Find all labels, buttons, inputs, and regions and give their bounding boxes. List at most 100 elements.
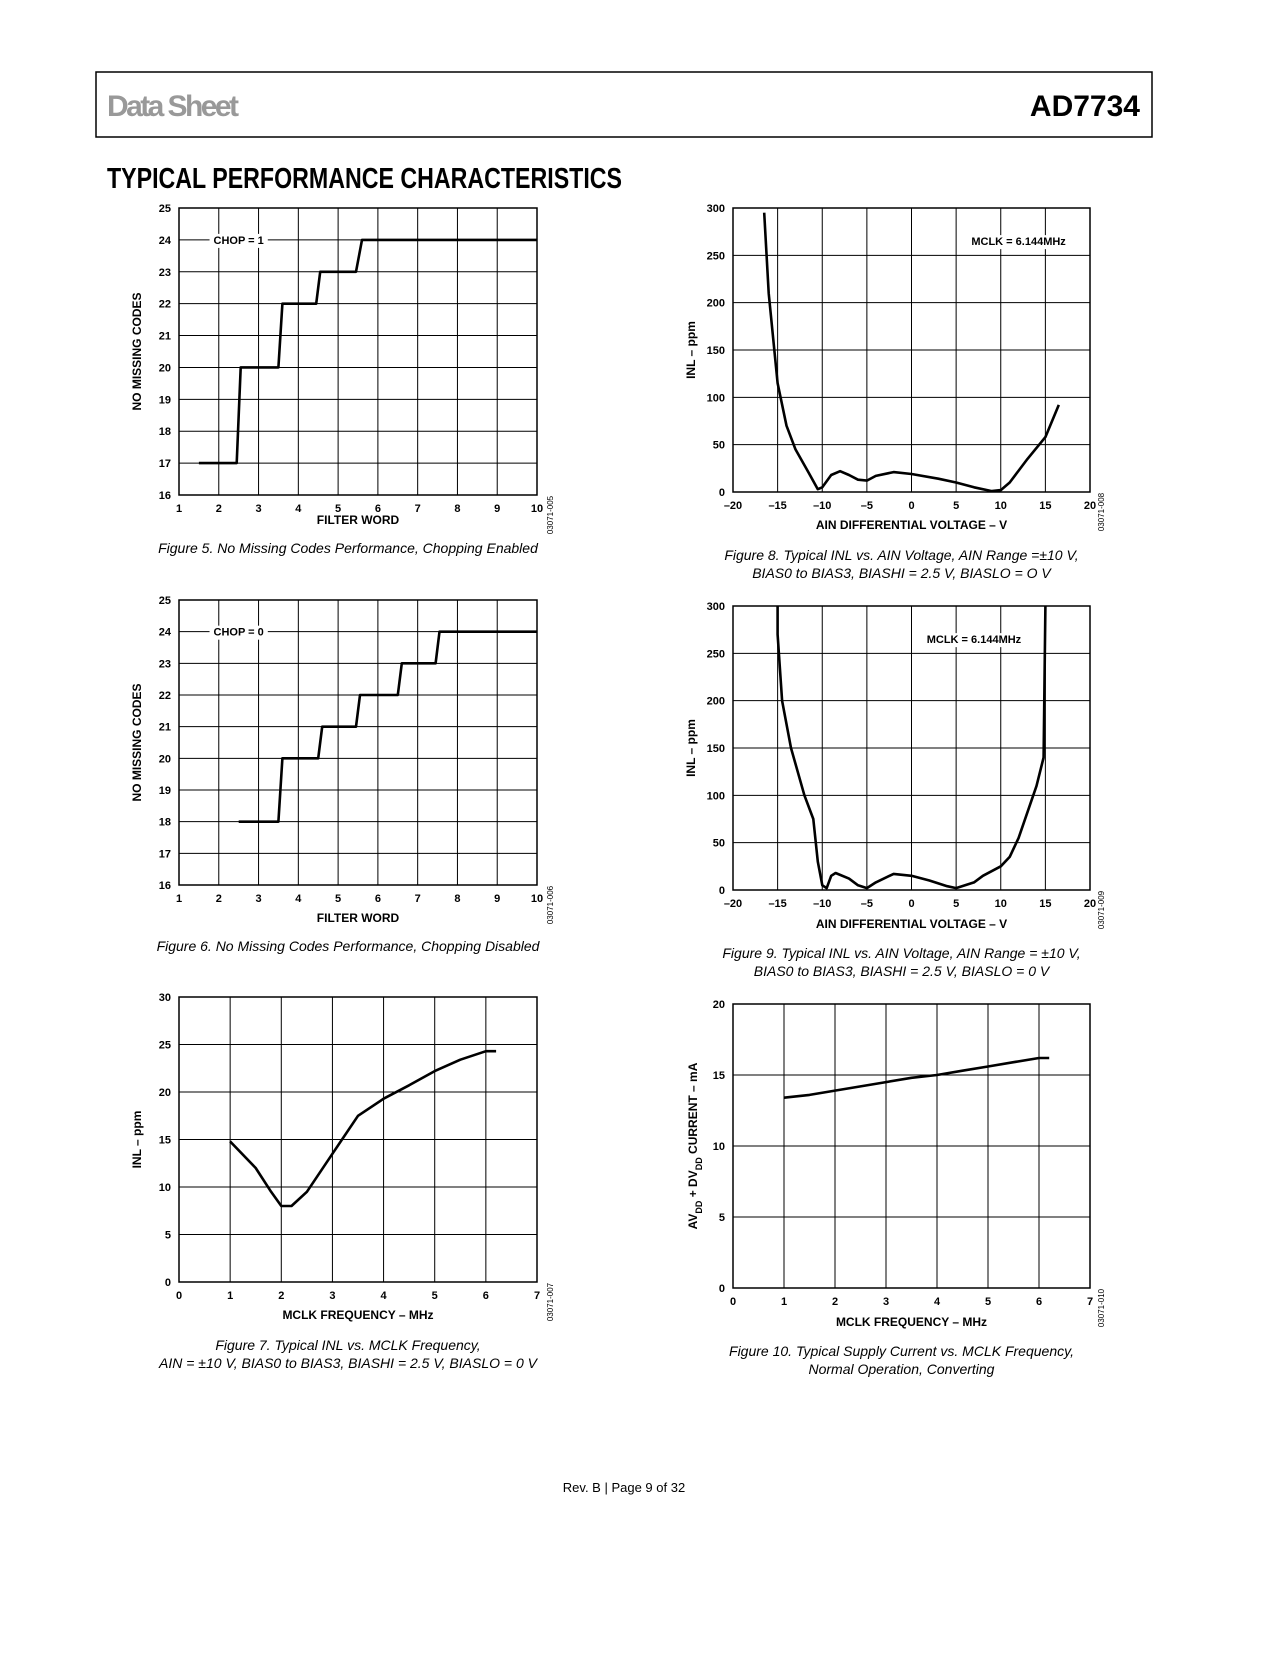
y-tick-label: 100: [707, 392, 725, 404]
x-tick-label: 7: [1087, 1296, 1093, 1308]
x-tick-label: 5: [953, 898, 959, 910]
x-tick-label: 15: [1039, 500, 1051, 512]
y-axis-label: AVDD + DVDD CURRENT – mA: [686, 1062, 704, 1229]
y-tick-label: 20: [159, 753, 171, 765]
x-tick-label: 6: [1036, 1296, 1042, 1308]
header-right: AD7734: [1030, 90, 1140, 123]
y-tick-label: 23: [159, 267, 171, 279]
x-tick-label: 5: [953, 500, 959, 512]
figure-caption: BIAS0 to BIAS3, BIASHI = 2.5 V, BIASLO =…: [754, 963, 1051, 979]
plot-frame: [732, 1003, 1091, 1289]
y-tick-label: 17: [159, 458, 171, 470]
x-tick-label: 15: [1039, 898, 1051, 910]
y-tick-label: 0: [719, 1283, 725, 1295]
y-tick-label: 19: [159, 394, 171, 406]
data-line: [783, 1056, 1050, 1099]
figure-caption: Figure 6. No Missing Codes Performance, …: [157, 938, 541, 954]
figure-caption: BIAS0 to BIAS3, BIASHI = 2.5 V, BIASLO =…: [752, 565, 1052, 581]
x-tick-label: 3: [255, 503, 261, 515]
y-tick-label: 200: [707, 696, 725, 708]
y-tick-label: 30: [159, 992, 171, 1004]
y-tick-label: 16: [159, 880, 171, 892]
y-axis-label: INL – ppm: [130, 1111, 144, 1169]
x-tick-label: 9: [494, 893, 500, 905]
y-axis-label-part: DD: [694, 1200, 704, 1213]
x-tick-label: 1: [227, 1290, 233, 1302]
x-tick-label: 10: [531, 893, 543, 905]
figure-id: 03071-009: [1097, 890, 1106, 929]
data-line: [238, 630, 537, 823]
y-axis-label: INL – ppm: [684, 719, 698, 777]
y-tick-label: 100: [707, 790, 725, 802]
y-tick-label: 10: [713, 1141, 725, 1153]
y-tick-label: 5: [719, 1212, 725, 1224]
y-axis-label: NO MISSING CODES: [130, 292, 144, 410]
x-tick-label: –10: [813, 500, 831, 512]
y-tick-label: 15: [159, 1135, 171, 1147]
y-tick-label: 18: [159, 426, 171, 438]
x-tick-label: 10: [531, 503, 543, 515]
y-tick-label: 300: [707, 601, 725, 613]
x-tick-label: 0: [730, 1296, 736, 1308]
y-axis-label-part: INL – ppm: [684, 719, 698, 777]
figure-id: 03071-006: [546, 885, 555, 924]
y-tick-label: 0: [719, 885, 725, 897]
annotation-bg: [209, 233, 268, 248]
y-tick-label: 25: [159, 203, 171, 215]
x-tick-label: 3: [329, 1290, 335, 1302]
x-tick-label: 5: [432, 1290, 438, 1302]
x-tick-label: –15: [768, 500, 786, 512]
y-tick-label: 50: [713, 838, 725, 850]
y-tick-label: 24: [159, 235, 172, 247]
annotation-bg: [209, 625, 268, 640]
x-tick-label: 20: [1084, 898, 1096, 910]
annotation: MCLK = 6.144MHz: [927, 634, 1022, 646]
x-tick-label: 7: [534, 1290, 540, 1302]
y-tick-label: 18: [159, 817, 171, 829]
x-axis-label: FILTER WORD: [317, 513, 400, 527]
x-tick-label: 8: [454, 893, 460, 905]
x-tick-label: 6: [375, 503, 381, 515]
figure-id: 03071-005: [546, 495, 555, 534]
figure-caption: AIN = ±10 V, BIAS0 to BIAS3, BIASHI = 2.…: [158, 1355, 539, 1371]
y-tick-label: 50: [713, 440, 725, 452]
x-tick-label: –20: [724, 898, 742, 910]
figure-caption: Figure 9. Typical INL vs. AIN Voltage, A…: [722, 945, 1080, 961]
x-tick-label: 6: [483, 1290, 489, 1302]
x-tick-label: 4: [295, 893, 302, 905]
y-tick-label: 22: [159, 690, 171, 702]
y-tick-label: 17: [159, 848, 171, 860]
x-tick-label: –15: [768, 898, 786, 910]
x-tick-label: 9: [494, 503, 500, 515]
x-axis-label: AIN DIFFERENTIAL VOLTAGE – V: [816, 917, 1007, 931]
x-tick-label: –5: [861, 898, 873, 910]
header-left: Data Sheet: [107, 90, 239, 123]
x-tick-label: 0: [908, 500, 914, 512]
y-axis-label-part: INL – ppm: [684, 321, 698, 379]
x-tick-label: 0: [908, 898, 914, 910]
y-tick-label: 25: [159, 595, 171, 607]
x-tick-label: 2: [216, 893, 222, 905]
y-tick-label: 24: [159, 627, 172, 639]
data-line: [229, 1049, 497, 1208]
y-axis-label: INL – ppm: [684, 321, 698, 379]
x-axis-label: MCLK FREQUENCY – MHz: [282, 1308, 433, 1322]
y-axis-label: NO MISSING CODES: [130, 683, 144, 801]
x-tick-label: 5: [335, 503, 341, 515]
x-tick-label: 2: [832, 1296, 838, 1308]
figure-caption: Figure 10. Typical Supply Current vs. MC…: [729, 1343, 1074, 1359]
figure-caption: Figure 5. No Missing Codes Performance, …: [158, 540, 539, 556]
footer: Rev. B | Page 9 of 32: [563, 1480, 685, 1495]
x-tick-label: –20: [724, 500, 742, 512]
y-tick-label: 20: [159, 362, 171, 374]
x-tick-label: 3: [883, 1296, 889, 1308]
y-tick-label: 20: [159, 1087, 171, 1099]
x-tick-label: 7: [415, 893, 421, 905]
x-tick-label: 20: [1084, 500, 1096, 512]
y-tick-label: 250: [707, 250, 725, 262]
y-tick-label: 200: [707, 298, 725, 310]
x-tick-label: 2: [278, 1290, 284, 1302]
annotation: MCLK = 6.144MHz: [971, 236, 1066, 248]
y-tick-label: 23: [159, 658, 171, 670]
